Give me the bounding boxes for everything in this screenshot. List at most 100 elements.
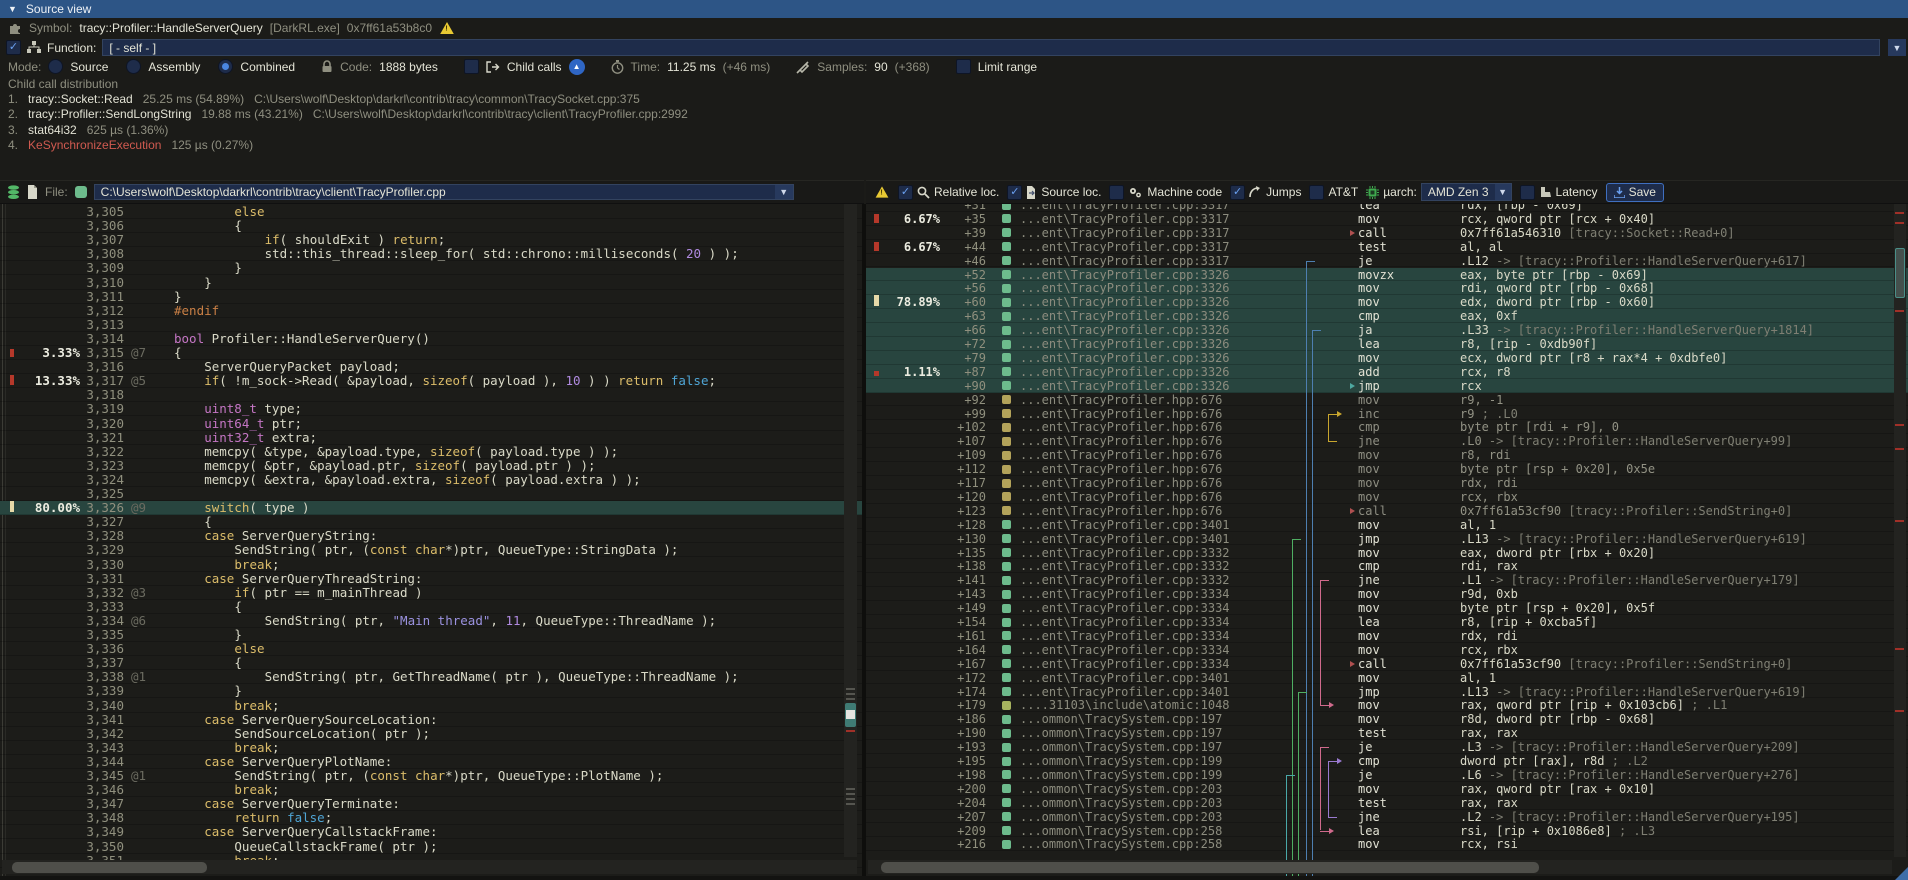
asm-source-location[interactable]: ...ommon\TracySystem.cpp:203: [1020, 795, 1223, 810]
function-dropdown-button[interactable]: ▼: [1888, 39, 1906, 56]
asm-source-location[interactable]: ....31103\include\atomic:1048: [1020, 698, 1230, 713]
asm-source-location[interactable]: ...ent\TracyProfiler.cpp:3332: [1020, 559, 1230, 574]
asm-source-location[interactable]: ...ent\TracyProfiler.hpp:676: [1020, 392, 1223, 407]
source-line[interactable]: 3,312 #endif: [0, 303, 864, 318]
asm-source-location[interactable]: ...ent\TracyProfiler.cpp:3317: [1020, 253, 1230, 268]
asm-source-location[interactable]: ...ent\TracyProfiler.cpp:3326: [1020, 337, 1230, 351]
jump-line[interactable]: [1292, 538, 1293, 876]
asm-row[interactable]: +200 ...ommon\TracySystem.cpp:203 mov rax, …: [866, 782, 1908, 796]
asm-row[interactable]: +179 ....31103\include\atomic:1048 mov rax,…: [866, 698, 1908, 712]
asm-row[interactable]: +207 ...ommon\TracySystem.cpp:203 jne .L2 -…: [866, 810, 1908, 824]
asm-row[interactable]: +204 ...ommon\TracySystem.cpp:203 test rax,…: [866, 796, 1908, 810]
asm-source-location[interactable]: ...ent\TracyProfiler.cpp:3326: [1020, 295, 1230, 310]
child-call-item[interactable]: 3. stat64i32 625 µs (1.36%): [8, 123, 168, 137]
asm-row[interactable]: 6.67% +35 ...ent\TracyProfiler.cpp:3317 mov…: [866, 212, 1908, 226]
asm-row[interactable]: +112 ...ent\TracyProfiler.hpp:676 mov byte …: [866, 462, 1908, 476]
source-line[interactable]: 3,318: [0, 388, 864, 403]
asm-row[interactable]: +193 ...ommon\TracySystem.cpp:197 je .L3 ->…: [866, 740, 1908, 754]
asm-row[interactable]: +149 ...ent\TracyProfiler.cpp:3334 mov byte…: [866, 601, 1908, 615]
limit-range-checkbox[interactable]: [955, 59, 971, 74]
asm-source-location[interactable]: ...ent\TracyProfiler.cpp:3334: [1020, 656, 1230, 671]
source-line[interactable]: 3,310}: [0, 275, 864, 290]
source-line[interactable]: 3,331 case ServerQueryThreadString:: [0, 571, 864, 586]
asm-source-location[interactable]: ...ent\TracyProfiler.cpp:3334: [1020, 628, 1230, 643]
source-line[interactable]: 13.33% 3,317 @5 if( !m_sock->Read( &payload…: [0, 374, 864, 389]
child-call-item[interactable]: 1. tracy::Socket::Read 25.25 ms (54.89%) C:…: [8, 92, 640, 106]
asm-hscrollbar-handle[interactable]: [881, 861, 1539, 873]
source-line[interactable]: 3,308 std::this_thread::sleep_for( std::c…: [0, 247, 864, 262]
asm-row[interactable]: +167 ...ent\TracyProfiler.cpp:3334 call 0x7…: [866, 657, 1908, 671]
source-line[interactable]: 3,343 break;: [0, 740, 864, 755]
asm-source-location[interactable]: ...ent\TracyProfiler.cpp:3334: [1020, 615, 1230, 629]
asm-source-location[interactable]: ...ommon\TracySystem.cpp:197: [1020, 712, 1223, 727]
asm-row[interactable]: +63 ...ent\TracyProfiler.cpp:3326 cmp eax, …: [866, 309, 1908, 323]
source-line[interactable]: 3,306 {: [0, 219, 864, 234]
asm-source-location[interactable]: ...ent\TracyProfiler.cpp:3401: [1020, 531, 1230, 546]
source-line[interactable]: 3,338 @1 SendString( ptr, GetThreadName( p…: [0, 670, 864, 685]
save-button[interactable]: Save: [1605, 182, 1664, 202]
asm-source-location[interactable]: ...ommon\TracySystem.cpp:258: [1020, 823, 1223, 838]
source-line[interactable]: 3,307 if( shouldExit ) return;: [0, 233, 864, 248]
uarch-select[interactable]: AMD Zen 3 ▼: [1420, 183, 1512, 201]
asm-row[interactable]: +92 ...ent\TracyProfiler.hpp:676 mov r9, -1: [866, 393, 1908, 407]
asm-row[interactable]: +31 ...ent\TracyProfiler.cpp:3317 lea rdx, …: [866, 204, 1908, 212]
asm-source-location[interactable]: ...ommon\TracySystem.cpp:199: [1020, 754, 1223, 768]
source-line[interactable]: 3,322 memcpy( &type, &payload.type, sizeo…: [0, 444, 864, 459]
asm-row[interactable]: +90 ...ent\TracyProfiler.cpp:3326 jmp rcx: [866, 378, 1908, 393]
jump-line[interactable]: [1286, 774, 1287, 876]
asm-row[interactable]: +138 ...ent\TracyProfiler.cpp:3332 cmp rdi,…: [866, 559, 1908, 573]
asm-row[interactable]: +109 ...ent\TracyProfiler.hpp:676 mov r8, r…: [866, 448, 1908, 462]
asm-source-location[interactable]: ...ommon\TracySystem.cpp:199: [1020, 767, 1223, 782]
source-line[interactable]: 3,333 {: [0, 599, 864, 614]
asm-row[interactable]: +135 ...ent\TracyProfiler.cpp:3332 mov eax,…: [866, 546, 1908, 560]
asm-source-location[interactable]: ...ent\TracyProfiler.cpp:3326: [1020, 350, 1230, 365]
source-line[interactable]: 3,349 case ServerQueryCallstackFrame:: [0, 825, 864, 840]
source-line[interactable]: 3.33% 3,315 @7 {: [0, 346, 864, 360]
source-line[interactable]: 3,344 case ServerQueryPlotName:: [0, 754, 864, 769]
child-call-item[interactable]: 2. tracy::Profiler::SendLongString 19.88 m…: [8, 107, 688, 121]
source-line[interactable]: 3,327 {: [0, 515, 864, 530]
asm-row[interactable]: +99 ...ent\TracyProfiler.hpp:676 inc r9 ; .…: [866, 407, 1908, 421]
asm-row[interactable]: +141 ...ent\TracyProfiler.cpp:3332 jne .L1 …: [866, 573, 1908, 587]
asm-source-location[interactable]: ...ent\TracyProfiler.cpp:3326: [1020, 364, 1230, 379]
asm-source-location[interactable]: ...ommon\TracySystem.cpp:197: [1020, 740, 1223, 755]
asm-row[interactable]: +120 ...ent\TracyProfiler.hpp:676 mov rcx, …: [866, 490, 1908, 504]
source-line[interactable]: 3,348 return false;: [0, 811, 864, 826]
source-line[interactable]: 3,345 @1 SendString( ptr, (const char*)ptr…: [0, 769, 864, 783]
asm-source-location[interactable]: ...ent\TracyProfiler.cpp:3317: [1020, 211, 1230, 226]
asm-source-location[interactable]: ...ent\TracyProfiler.cpp:3326: [1020, 323, 1230, 338]
source-line[interactable]: 3,330 break;: [0, 557, 864, 572]
asm-row[interactable]: +195 ...ommon\TracySystem.cpp:199 cmp dword…: [866, 754, 1908, 768]
child-calls-checkbox[interactable]: [463, 59, 479, 74]
source-line[interactable]: 3,325: [0, 487, 864, 501]
att-checkbox[interactable]: [1309, 184, 1325, 200]
panel-splitter[interactable]: [862, 204, 866, 876]
asm-source-location[interactable]: ...ent\TracyProfiler.cpp:3317: [1020, 225, 1230, 240]
jump-line[interactable]: [1320, 580, 1321, 706]
source-line[interactable]: 3,334 @6 SendString( ptr, "Main thread", 1…: [0, 613, 864, 628]
asm-source-location[interactable]: ...ent\TracyProfiler.hpp:676: [1020, 476, 1223, 490]
asm-source-location[interactable]: ...ent\TracyProfiler.hpp:676: [1020, 448, 1223, 463]
function-checkbox[interactable]: ✓: [6, 40, 21, 55]
asm-source-location[interactable]: ...ent\TracyProfiler.cpp:3334: [1020, 642, 1230, 657]
asm-row[interactable]: +172 ...ent\TracyProfiler.cpp:3401 mov al, …: [866, 671, 1908, 685]
source-line[interactable]: 3,332 @3 if( ptr == m_mainThread ): [0, 585, 864, 600]
asm-row[interactable]: +216 ...ommon\TracySystem.cpp:258 mov rcx, …: [866, 837, 1908, 851]
source-hscrollbar-handle[interactable]: [12, 861, 207, 873]
source-line[interactable]: 3,316 ServerQueryPacket payload;: [0, 360, 864, 375]
machine-code-checkbox[interactable]: [1109, 184, 1125, 200]
latency-checkbox[interactable]: [1519, 184, 1535, 200]
radio-combined[interactable]: [218, 59, 234, 74]
asm-row[interactable]: +123 ...ent\TracyProfiler.hpp:676 call 0x7f…: [866, 504, 1908, 518]
asm-warning-icon[interactable]: [875, 186, 889, 198]
source-line[interactable]: 3,339}: [0, 684, 864, 699]
child-calls-up-button[interactable]: ▲: [568, 58, 585, 75]
asm-row[interactable]: +209 ...ommon\TracySystem.cpp:258 lea rsi, …: [866, 824, 1908, 838]
window-titlebar[interactable]: ▼ Source view: [0, 0, 1908, 18]
asm-source-location[interactable]: ...ent\TracyProfiler.cpp:3317: [1020, 239, 1230, 254]
asm-row[interactable]: +154 ...ent\TracyProfiler.cpp:3334 lea r8, …: [866, 615, 1908, 629]
source-line[interactable]: 3,320 uint64_t ptr;: [0, 416, 864, 431]
asm-source-location[interactable]: ...ent\TracyProfiler.hpp:676: [1020, 420, 1223, 435]
asm-source-location[interactable]: ...ommon\TracySystem.cpp:203: [1020, 809, 1223, 824]
source-line[interactable]: 3,347 case ServerQueryTerminate:: [0, 797, 864, 812]
